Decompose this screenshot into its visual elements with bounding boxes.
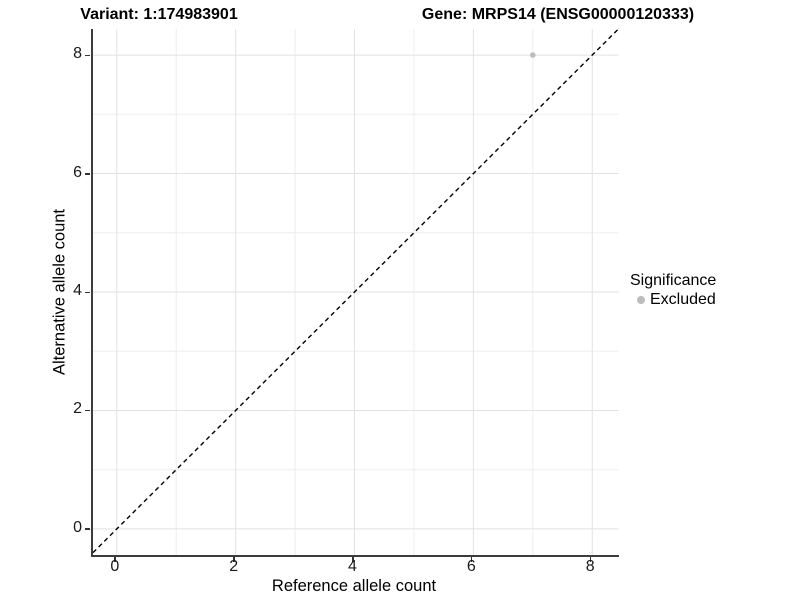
legend-item-excluded: Excluded <box>630 291 716 309</box>
x-axis-tick <box>233 557 235 562</box>
y-axis-tick <box>85 173 90 175</box>
plot-title-variant: Variant: 1:174983901 <box>80 6 238 23</box>
x-axis-tick <box>470 557 473 562</box>
data-point <box>530 52 536 58</box>
y-axis-tick <box>85 54 90 57</box>
plot-panel <box>91 29 619 557</box>
y-axis-tick-label: 6 <box>73 163 82 181</box>
x-axis-tick-label: 0 <box>110 558 120 575</box>
legend-title: Significance <box>630 272 717 289</box>
x-axis-tick-label: 4 <box>348 558 357 575</box>
y-axis-tick-label: 2 <box>73 400 82 418</box>
x-axis-tick <box>114 557 116 562</box>
y-axis-tick <box>85 291 90 293</box>
x-axis-tick-label: 6 <box>466 558 476 575</box>
y-axis-tick <box>85 528 90 530</box>
y-axis-tick <box>85 409 90 412</box>
legend: Significance Excluded <box>630 272 716 309</box>
x-axis-tick <box>352 557 354 562</box>
x-axis-title: Reference allele count <box>271 577 437 595</box>
y-axis-tick-label: 0 <box>73 518 82 536</box>
x-axis-tick-label: 2 <box>229 558 239 575</box>
x-axis-tick-label: 8 <box>585 558 595 575</box>
legend-item-label: Excluded <box>650 291 716 308</box>
plot-canvas <box>93 29 619 555</box>
plot-title-gene: Gene: MRPS14 (ENSG00000120333) <box>421 6 695 23</box>
y-axis-tick-label: 4 <box>73 282 82 299</box>
x-axis-tick <box>589 557 592 562</box>
identity-dashed-line <box>93 29 619 554</box>
legend-dot-icon <box>637 296 645 304</box>
y-axis-tick-label: 8 <box>73 45 82 63</box>
